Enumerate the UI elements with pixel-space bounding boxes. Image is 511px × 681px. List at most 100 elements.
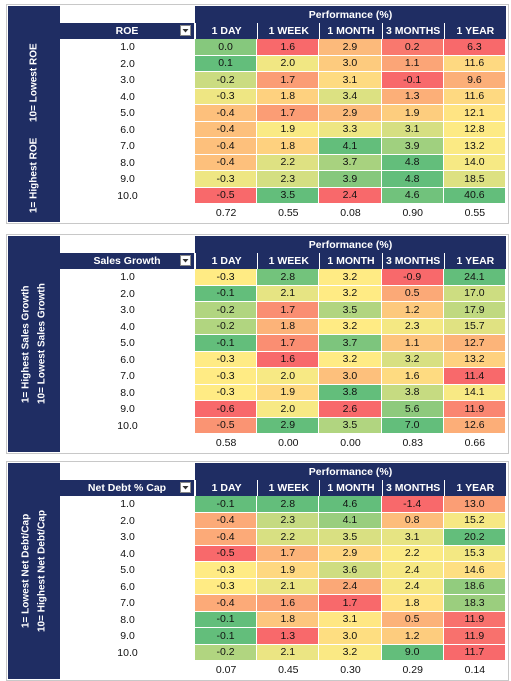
value-cell: 12.1 xyxy=(443,105,506,122)
value-cell: 1.8 xyxy=(257,318,320,335)
value-cell: 24.1 xyxy=(443,269,506,286)
value-cell: 2.3 xyxy=(257,512,320,529)
column-header: 1 DAY xyxy=(195,23,258,39)
value-cell: 0.0 xyxy=(195,39,258,56)
value-cell: 2.0 xyxy=(257,368,320,385)
value-cell: 1.3 xyxy=(257,628,320,645)
rank-cell: 10.0 xyxy=(117,646,138,659)
column-header: 1 WEEK xyxy=(257,253,320,269)
value-cell: 20.2 xyxy=(443,529,506,546)
side-label: 1= Lowest Net Debt/Cap xyxy=(20,513,32,629)
rank-cell: 9.0 xyxy=(120,173,135,186)
value-cell: -0.2 xyxy=(195,302,258,319)
rank-cell: 7.0 xyxy=(120,597,135,610)
value-cell: 15.2 xyxy=(443,512,506,529)
value-cell: 3.7 xyxy=(319,154,382,171)
rank-cell: 5.0 xyxy=(120,564,135,577)
value-cell: 3.5 xyxy=(257,187,320,204)
rank-cell: 7.0 xyxy=(120,140,135,153)
value-cell: 1.8 xyxy=(381,595,444,612)
value-cell: 13.0 xyxy=(443,496,506,513)
value-cell: -0.3 xyxy=(195,384,258,401)
value-cell: 4.1 xyxy=(319,138,382,155)
value-cell: 2.0 xyxy=(257,55,320,72)
panel-frame xyxy=(6,234,509,454)
value-cell: -0.5 xyxy=(195,545,258,562)
value-cell: -0.1 xyxy=(195,496,258,513)
value-cell: 2.6 xyxy=(319,401,382,418)
value-cell: -0.4 xyxy=(195,529,258,546)
side-label: 1= Highest Sales Growth xyxy=(20,285,32,403)
value-cell: 2.4 xyxy=(381,578,444,595)
value-cell: -0.3 xyxy=(195,368,258,385)
side-label: 1= Highest ROE xyxy=(28,137,40,214)
value-cell: 15.3 xyxy=(443,545,506,562)
value-cell: 0.1 xyxy=(195,55,258,72)
value-cell: 1.2 xyxy=(381,302,444,319)
footer-cell: 0.08 xyxy=(340,207,361,219)
value-cell: 5.6 xyxy=(381,401,444,418)
value-cell: 3.6 xyxy=(319,562,382,579)
value-cell: 3.2 xyxy=(319,351,382,368)
rank-cell: 9.0 xyxy=(120,403,135,416)
rank-cell: 6.0 xyxy=(120,353,135,366)
rank-cell: 4.0 xyxy=(120,320,135,333)
value-cell: 1.7 xyxy=(257,72,320,89)
value-cell: 1.9 xyxy=(257,121,320,138)
rank-cell: 3.0 xyxy=(120,531,135,544)
value-cell: 2.4 xyxy=(319,187,382,204)
value-cell: -0.9 xyxy=(381,269,444,286)
value-cell: 1.7 xyxy=(257,302,320,319)
footer-cell: 0.07 xyxy=(215,664,237,676)
value-cell: 2.1 xyxy=(257,285,320,302)
rank-cell: 1.0 xyxy=(120,271,135,284)
dropdown-icon[interactable] xyxy=(180,482,191,493)
value-cell: -0.5 xyxy=(195,187,258,204)
column-header: 3 MONTHS xyxy=(381,480,444,496)
value-cell: 0.8 xyxy=(381,512,444,529)
value-cell: 15.7 xyxy=(443,318,506,335)
side-panel xyxy=(8,463,60,679)
footer-cell: 0.55 xyxy=(464,207,486,219)
footer-cell: 0.00 xyxy=(340,437,361,449)
panel-frame xyxy=(6,4,509,224)
value-cell: 18.3 xyxy=(443,595,506,612)
value-cell: -0.4 xyxy=(195,595,258,612)
value-cell: 3.1 xyxy=(381,121,444,138)
value-cell: 2.9 xyxy=(257,417,320,434)
value-cell: 11.9 xyxy=(443,611,506,628)
value-cell: 1.6 xyxy=(257,595,320,612)
value-cell: 2.9 xyxy=(319,105,382,122)
value-cell: 2.2 xyxy=(257,529,320,546)
value-cell: -0.2 xyxy=(195,644,258,661)
rank-cell: 3.0 xyxy=(120,304,135,317)
dropdown-icon[interactable] xyxy=(180,255,191,266)
value-cell: 11.9 xyxy=(443,628,506,645)
value-cell: 3.5 xyxy=(319,417,382,434)
value-cell: 1.6 xyxy=(257,351,320,368)
value-cell: 12.6 xyxy=(443,417,506,434)
value-cell: -0.3 xyxy=(195,562,258,579)
value-cell: -0.4 xyxy=(195,105,258,122)
value-cell: 3.0 xyxy=(319,628,382,645)
value-cell: 1.7 xyxy=(257,335,320,352)
value-cell: 2.3 xyxy=(381,318,444,335)
column-header: 3 MONTHS xyxy=(381,23,444,39)
value-cell: 1.8 xyxy=(257,88,320,105)
footer-cell: 0.00 xyxy=(278,437,299,449)
value-cell: 2.2 xyxy=(257,154,320,171)
dropdown-icon[interactable] xyxy=(180,25,191,36)
column-header: 1 WEEK xyxy=(257,23,320,39)
value-cell: 3.9 xyxy=(319,171,382,188)
value-cell: -0.1 xyxy=(195,285,258,302)
value-cell: 3.0 xyxy=(319,55,382,72)
value-cell: 18.5 xyxy=(443,171,506,188)
rank-cell: 5.0 xyxy=(120,107,135,120)
value-cell: -0.2 xyxy=(195,318,258,335)
footer-cell: 0.14 xyxy=(464,664,486,676)
value-cell: 3.1 xyxy=(319,611,382,628)
rank-cell: 10.0 xyxy=(117,189,138,202)
value-cell: 4.8 xyxy=(381,171,444,188)
value-cell: 7.0 xyxy=(381,417,444,434)
side-panel xyxy=(8,236,60,452)
